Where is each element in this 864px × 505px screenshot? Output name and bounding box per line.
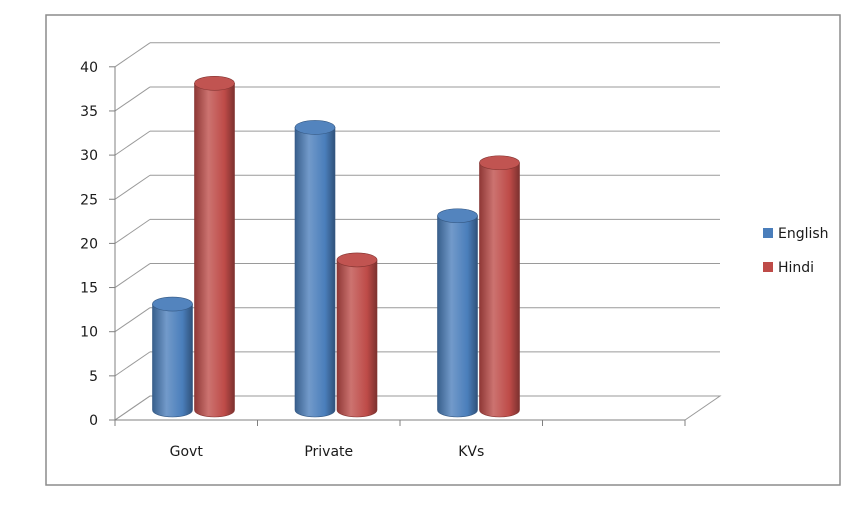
bar-body [437, 215, 478, 418]
bar-top [294, 120, 336, 135]
legend-item-english: English [763, 226, 829, 242]
gridline-side [114, 263, 151, 288]
bar-hindi-private [336, 252, 378, 418]
y-tick-label: 20 [80, 236, 98, 252]
y-tick-label: 10 [80, 325, 98, 341]
bars [152, 75, 520, 418]
gridline-side [114, 174, 151, 200]
bar-top [152, 296, 193, 312]
y-tick-label: 30 [80, 148, 98, 164]
gridline-side [114, 130, 151, 156]
bar-body [479, 162, 520, 418]
gridline-side [114, 42, 151, 68]
bar-hindi-govt [194, 75, 235, 418]
x-tick-label: KVs [458, 444, 484, 460]
legend: English Hindi [763, 226, 829, 276]
gridline-side [114, 218, 151, 244]
gridline-side [114, 351, 151, 377]
legend-label: English [778, 226, 829, 242]
bar-english-private [294, 120, 336, 418]
bar-hindi-kvs [479, 155, 520, 418]
bar-top [479, 155, 520, 171]
bar-english-kvs [437, 208, 478, 418]
bar-body [336, 259, 378, 418]
bar-body [152, 303, 193, 418]
y-tick-label: 35 [80, 104, 98, 120]
y-tick-label: 40 [80, 60, 98, 76]
x-tick-label: Private [304, 444, 353, 460]
y-tick-label: 25 [80, 192, 98, 208]
y-tick-label: 5 [89, 369, 98, 385]
bar-top [336, 252, 378, 268]
gridline-side [114, 86, 151, 112]
bar-english-govt [152, 296, 193, 418]
legend-swatch [763, 228, 773, 238]
axis-labels: 0 5 10 15 20 25 30 35 40 Govt Private KVs [80, 60, 484, 460]
y-tick-label: 0 [89, 413, 98, 429]
y-tick-label: 15 [80, 281, 98, 297]
x-tick-label: Govt [170, 444, 204, 460]
gridline-side [114, 307, 151, 333]
axes [109, 66, 686, 426]
legend-swatch [763, 262, 773, 272]
bar-top [437, 208, 478, 224]
bar-top [194, 75, 235, 91]
legend-label: Hindi [778, 260, 814, 276]
bar-body [194, 82, 235, 418]
legend-item-hindi: Hindi [763, 260, 814, 276]
bar-body [294, 127, 336, 418]
